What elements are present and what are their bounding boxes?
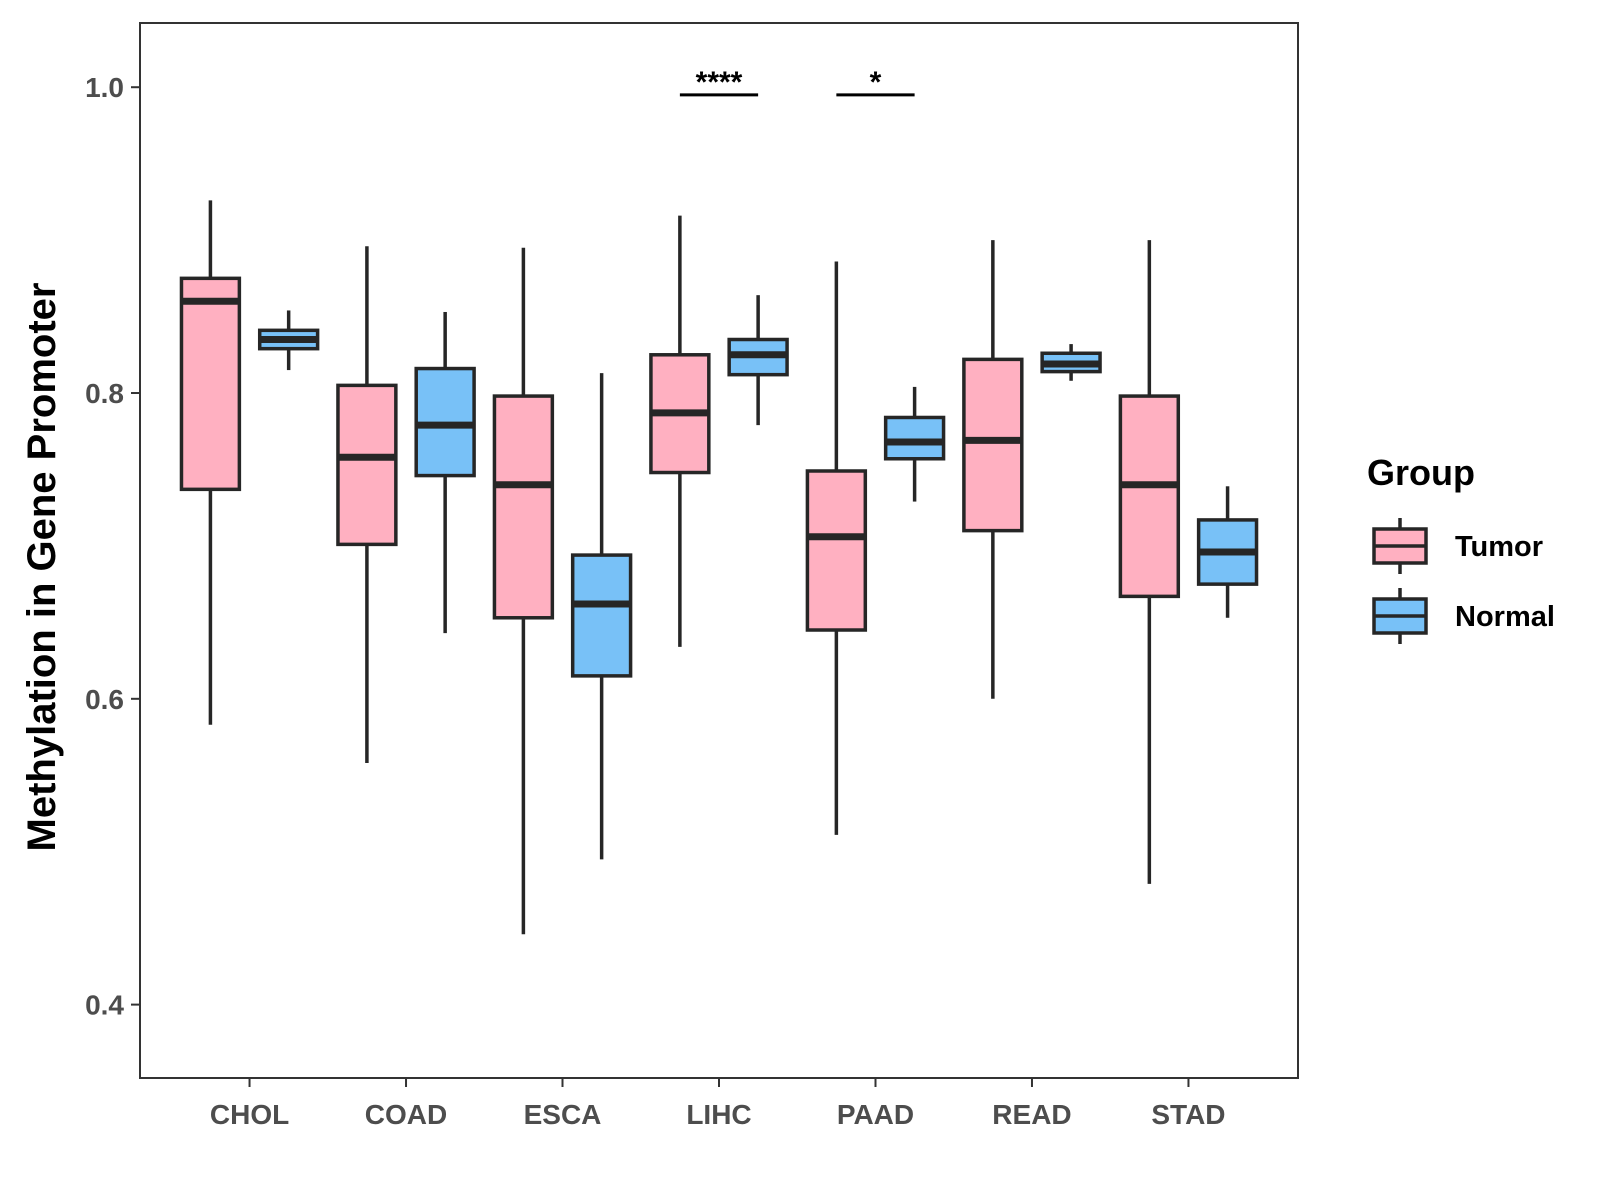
box-tumor-stad [1118,240,1181,884]
significance-label: **** [696,66,743,99]
box-body [336,383,398,547]
legend-label: Tumor [1455,531,1543,563]
x-tick-label: READ [992,1099,1071,1130]
y-tick-label: 1.0 [85,72,124,103]
box-tumor-read [962,240,1024,699]
box-tumor-lihc [649,215,711,647]
x-tick-label: COAD [365,1099,447,1130]
significance-annotations: **** * [679,66,915,99]
legend: Group Tumor Normal [1367,452,1555,644]
box-body [883,415,946,461]
y-tick-label: 0.4 [85,990,124,1021]
x-tick-label: ESCA [524,1099,602,1130]
box-normal-coad [414,311,476,634]
x-axis: CHOL COAD ESCA LIHC PAAD READ STAD [210,1078,1226,1130]
panel-border [139,22,1299,1079]
x-tick-label: LIHC [686,1099,751,1130]
x-tick-label: PAAD [837,1099,914,1130]
significance-label: * [870,66,882,99]
box-normal-lihc [727,295,789,426]
legend-title: Group [1367,452,1475,493]
box-tumor-paad [805,261,868,835]
x-tick-label: CHOL [210,1099,289,1130]
y-tick-label: 0.6 [85,684,124,715]
box-normal-chol [257,310,320,371]
y-tick-label: 0.8 [85,378,124,409]
boxes [179,200,1259,935]
box-body [179,276,242,492]
x-tick-label: STAD [1151,1099,1225,1130]
legend-label: Normal [1455,601,1555,633]
box-normal-read [1040,344,1102,381]
box-tumor-esca [492,247,555,935]
box-tumor-chol [179,200,242,725]
box-body [1118,394,1181,599]
legend-item-tumor: Tumor [1372,518,1543,574]
box-body [962,357,1024,533]
box-normal-stad [1196,486,1259,618]
box-normal-paad [883,386,946,502]
box-tumor-coad [336,246,398,764]
box-body [570,553,633,678]
box-body [805,469,868,632]
box-normal-esca [570,373,633,860]
legend-item-normal: Normal [1372,588,1555,644]
y-axis-title: Methylation in Gene Promoter [20,283,64,852]
y-axis: 0.4 0.6 0.8 1.0 [85,72,140,1021]
box-body [492,394,555,620]
